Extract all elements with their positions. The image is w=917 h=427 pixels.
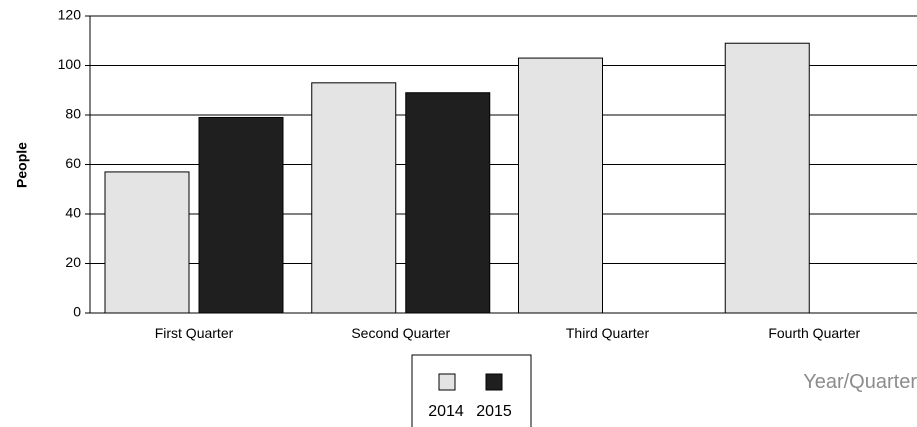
y-tick-labels: 0 20 40 60 80 100 120 [58,7,82,320]
bar-2014-0 [104,171,190,314]
y-tick-label: 0 [73,304,81,320]
bar-2014-3 [724,42,810,314]
legend-box [411,354,532,427]
x-tick-label: First Quarter [155,325,234,341]
bar-2014-1 [311,82,397,314]
x-tick-label: Fourth Quarter [768,325,860,341]
bars [104,42,810,314]
y-tick-label: 80 [65,106,81,122]
y-tick-label: 40 [65,205,81,221]
x-tick-label: Second Quarter [351,325,450,341]
bar-2015-0 [198,116,284,314]
legend: 2014 2015 [411,354,532,427]
y-axis-label: People [14,142,30,188]
bar-2015-1 [405,92,491,314]
legend-swatch-2014 [438,373,456,391]
y-tick-label: 20 [65,254,81,270]
legend-label-2015: 2015 [476,403,512,420]
bar-2014-2 [518,57,603,314]
axes [85,15,917,314]
legend-swatch-2015 [485,373,503,391]
x-axis-label: Year/Quarter [803,371,917,393]
legend-label-2014: 2014 [428,403,464,420]
x-tick-labels: First Quarter Second Quarter Third Quarter… [155,325,861,341]
y-tick-label: 60 [65,155,81,171]
x-tick-label: Third Quarter [566,325,650,341]
y-tick-label: 100 [58,56,82,72]
y-tick-label: 120 [58,7,82,23]
